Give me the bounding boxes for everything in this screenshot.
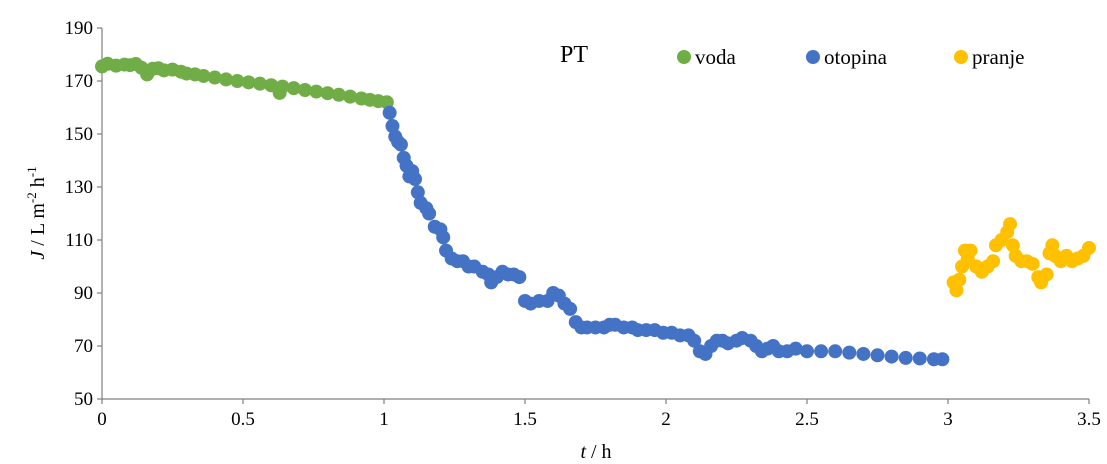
data-point-otopina	[828, 344, 843, 359]
y-axis-label: J / L m-2 h-1	[24, 166, 49, 259]
x-tick-label: 0	[97, 409, 107, 430]
plot-area	[101, 28, 1089, 400]
data-point-otopina	[800, 344, 814, 359]
x-axis-label-var: t	[580, 441, 586, 463]
data-point-pranje	[1045, 238, 1060, 253]
y-tick-label: 170	[65, 71, 94, 92]
data-point-otopina	[408, 172, 423, 187]
data-point-voda	[320, 86, 335, 101]
data-point-pranje	[986, 254, 1001, 269]
data-point-pranje	[1005, 238, 1020, 253]
data-point-voda	[343, 89, 358, 104]
data-point-otopina	[393, 137, 408, 152]
data-point-otopina	[422, 206, 437, 221]
x-tick-label: 3	[943, 409, 953, 430]
data-point-voda	[309, 84, 324, 99]
data-point-otopina	[842, 345, 857, 360]
data-point-voda	[196, 68, 211, 83]
y-tick-label: 150	[65, 124, 94, 145]
series-pranje	[946, 217, 1096, 298]
data-point-otopina	[687, 333, 702, 348]
data-point-otopina	[382, 105, 397, 120]
legend-label-voda: voda	[695, 45, 737, 69]
data-point-voda	[331, 87, 346, 102]
data-point-otopina	[512, 270, 527, 285]
x-tick-label: 2	[661, 409, 671, 430]
legend-label-pranje: pranje	[972, 45, 1024, 69]
x-axis-label: t / h	[580, 441, 611, 463]
data-point-otopina	[814, 344, 829, 359]
legend-marker-otopina	[806, 50, 820, 64]
legend: voda otopina pranje	[677, 45, 1024, 69]
data-point-otopina	[884, 349, 899, 364]
data-point-voda	[230, 74, 245, 88]
data-point-otopina	[436, 230, 451, 245]
data-point-voda	[219, 72, 234, 87]
chart-title: PT	[560, 42, 588, 68]
data-point-otopina	[898, 350, 913, 365]
data-points	[95, 56, 1096, 367]
x-tick-label: 0.5	[231, 409, 255, 430]
data-point-otopina	[870, 348, 885, 363]
y-axis-label-unit-a: / L m	[27, 203, 49, 251]
data-point-pranje	[1082, 240, 1096, 255]
data-point-voda	[298, 83, 313, 98]
data-point-voda	[379, 95, 394, 110]
x-tick-label: 1.5	[513, 409, 537, 430]
legend-label-otopina: otopina	[824, 45, 888, 69]
data-point-voda	[275, 79, 290, 94]
x-axis-label-unit: / h	[586, 441, 612, 463]
data-point-pranje	[1003, 217, 1018, 232]
data-point-pranje	[963, 243, 978, 258]
data-point-otopina	[935, 352, 950, 367]
data-point-otopina	[912, 351, 927, 366]
data-point-pranje	[1025, 256, 1040, 271]
data-point-voda	[252, 76, 267, 91]
y-ticks: 50 70 90 110 130 150 170 190	[65, 18, 102, 410]
y-axis-label-sup-1: -2	[24, 192, 39, 203]
data-point-voda	[207, 70, 222, 85]
series-otopina	[382, 105, 950, 367]
data-point-otopina	[788, 341, 803, 356]
data-point-pranje	[949, 283, 964, 298]
y-tick-label: 90	[74, 283, 93, 304]
x-tick-label: 3.5	[1077, 409, 1101, 430]
x-ticks: 0 0.5 1 1.5 2 2.5 3 3.5	[97, 399, 1101, 430]
y-tick-label: 70	[74, 336, 93, 357]
data-point-voda	[241, 75, 256, 90]
y-axis-label-var: J	[27, 250, 49, 260]
x-tick-label: 2.5	[795, 409, 819, 430]
y-axis-label-unit-b: h	[27, 177, 49, 192]
y-tick-label: 190	[65, 18, 94, 39]
y-tick-label: 130	[65, 177, 94, 198]
data-point-otopina	[856, 346, 871, 361]
legend-marker-voda	[677, 50, 691, 64]
y-tick-label: 110	[65, 230, 93, 251]
legend-marker-pranje	[954, 50, 968, 64]
data-point-otopina	[563, 301, 578, 316]
y-axis-label-sup-2: -1	[24, 166, 39, 177]
data-point-pranje	[1039, 267, 1054, 282]
data-point-otopina	[385, 119, 400, 134]
series-voda	[95, 56, 394, 110]
data-point-pranje	[952, 272, 967, 287]
y-tick-label: 50	[74, 389, 93, 410]
data-point-otopina	[410, 185, 425, 200]
x-tick-label: 1	[379, 409, 389, 430]
data-point-voda	[286, 81, 301, 96]
